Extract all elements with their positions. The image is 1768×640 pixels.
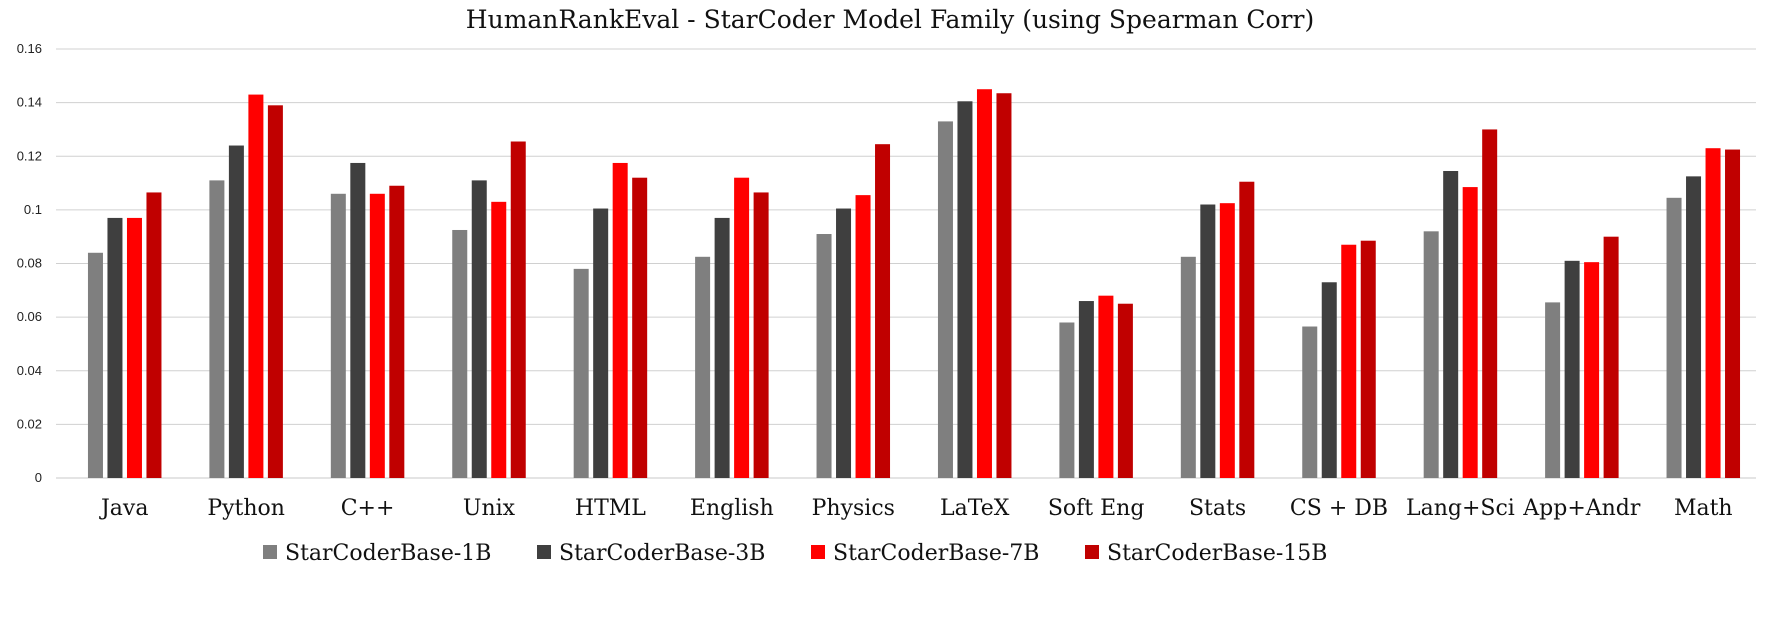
bar-starcoderbase-3b-python xyxy=(228,145,244,478)
y-tick-label: 0.16 xyxy=(17,41,42,56)
legend-swatch xyxy=(1085,545,1099,559)
bar-starcoderbase-7b-app-andr xyxy=(1584,262,1600,478)
y-tick-label: 0.08 xyxy=(17,256,42,271)
x-tick-label: Lang+Sci xyxy=(1406,496,1515,521)
x-tick-label: Java xyxy=(99,496,148,521)
bar-starcoderbase-15b-latex xyxy=(996,93,1012,478)
x-tick-label: Python xyxy=(207,496,285,521)
bar-starcoderbase-7b-soft-eng xyxy=(1098,295,1114,478)
x-tick-label: Stats xyxy=(1189,496,1246,521)
bar-starcoderbase-3b-c- xyxy=(350,162,366,478)
gridlines xyxy=(56,48,1756,479)
bar-starcoderbase-7b-latex xyxy=(976,89,992,478)
bar-starcoderbase-1b-unix xyxy=(452,229,468,478)
bar-starcoderbase-3b-physics xyxy=(836,208,852,479)
bar-starcoderbase-1b-app-andr xyxy=(1545,302,1561,478)
bar-starcoderbase-15b-physics xyxy=(875,144,891,478)
bar-starcoderbase-3b-soft-eng xyxy=(1078,301,1094,478)
x-tick-label: C++ xyxy=(341,496,395,521)
bar-starcoderbase-3b-app-andr xyxy=(1564,260,1580,478)
y-tick-label: 0 xyxy=(35,470,42,485)
bar-starcoderbase-15b-app-andr xyxy=(1603,236,1619,478)
bar-starcoderbase-15b-html xyxy=(632,177,648,478)
x-tick-label: Math xyxy=(1674,496,1733,521)
x-tick-label: CS + DB xyxy=(1290,496,1388,521)
bar-starcoderbase-15b-java xyxy=(146,192,162,478)
bar-starcoderbase-1b-html xyxy=(573,268,589,478)
bar-starcoderbase-3b-stats xyxy=(1200,204,1216,478)
bars xyxy=(87,89,1741,479)
bar-starcoderbase-3b-html xyxy=(593,208,609,479)
x-tick-label: App+Andr xyxy=(1522,496,1641,521)
legend-swatch xyxy=(263,545,277,559)
bar-starcoderbase-1b-soft-eng xyxy=(1059,322,1075,478)
bar-starcoderbase-3b-math xyxy=(1686,176,1702,478)
bar-starcoderbase-3b-latex xyxy=(957,101,973,479)
bar-starcoderbase-7b-cs-db xyxy=(1341,244,1357,478)
bar-starcoderbase-1b-cs-db xyxy=(1302,326,1318,478)
bar-starcoderbase-1b-english xyxy=(695,256,711,478)
bar-starcoderbase-15b-cs-db xyxy=(1360,240,1376,478)
bar-starcoderbase-1b-latex xyxy=(937,121,953,479)
x-tick-label: English xyxy=(690,496,774,521)
bar-starcoderbase-7b-english xyxy=(734,177,750,478)
bar-starcoderbase-1b-physics xyxy=(816,234,832,478)
bar-starcoderbase-7b-html xyxy=(612,162,628,478)
bar-starcoderbase-7b-python xyxy=(248,94,264,479)
y-tick-label: 0.02 xyxy=(17,416,42,431)
legend: StarCoderBase-1B StarCoderBase-3B StarCode… xyxy=(263,541,1327,566)
chart-title: HumanRankEval - StarCoder Model Family (… xyxy=(466,5,1314,34)
legend-label: StarCoderBase-3B xyxy=(559,541,765,566)
bar-starcoderbase-3b-java xyxy=(107,217,123,478)
legend-label: StarCoderBase-15B xyxy=(1107,541,1327,566)
bar-starcoderbase-7b-java xyxy=(126,217,142,478)
bar-starcoderbase-15b-soft-eng xyxy=(1117,303,1133,478)
y-tick-label: 0.12 xyxy=(17,148,42,163)
y-axis-ticks: 0 0.02 0.04 0.06 0.08 0.1 0.12 0.14 0.16 xyxy=(17,41,42,485)
bar-starcoderbase-1b-c- xyxy=(330,193,346,478)
bar-starcoderbase-3b-unix xyxy=(471,180,487,478)
y-tick-label: 0.1 xyxy=(24,202,42,217)
legend-label: StarCoderBase-7B xyxy=(833,541,1039,566)
x-tick-label: Physics xyxy=(812,496,895,521)
bar-starcoderbase-7b-stats xyxy=(1219,203,1235,478)
bar-starcoderbase-15b-lang-sci xyxy=(1482,129,1498,478)
x-tick-label: Soft Eng xyxy=(1048,496,1145,521)
x-tick-label: LaTeX xyxy=(940,496,1010,521)
bar-starcoderbase-3b-english xyxy=(714,217,730,478)
bar-starcoderbase-1b-math xyxy=(1666,197,1682,478)
x-tick-label: Unix xyxy=(463,496,516,521)
bar-starcoderbase-1b-lang-sci xyxy=(1423,231,1439,478)
bar-starcoderbase-15b-c- xyxy=(389,185,405,478)
bar-starcoderbase-1b-java xyxy=(87,252,103,478)
x-tick-label: HTML xyxy=(575,496,646,521)
bar-starcoderbase-15b-math xyxy=(1725,149,1741,478)
bar-starcoderbase-15b-unix xyxy=(510,141,526,479)
bar-starcoderbase-7b-unix xyxy=(491,201,507,479)
legend-swatch xyxy=(811,545,825,559)
legend-swatch xyxy=(537,545,551,559)
bar-starcoderbase-15b-stats xyxy=(1239,181,1255,479)
x-axis-ticks: Java Python C++ Unix HTML English Physics LaTeX… xyxy=(99,496,1733,521)
bar-starcoderbase-3b-cs-db xyxy=(1321,282,1337,478)
legend-label: StarCoderBase-1B xyxy=(285,541,491,566)
y-tick-label: 0.14 xyxy=(17,95,42,110)
bar-starcoderbase-7b-math xyxy=(1705,148,1721,479)
bar-starcoderbase-1b-python xyxy=(209,180,225,478)
bar-starcoderbase-15b-python xyxy=(267,105,283,479)
bar-starcoderbase-3b-lang-sci xyxy=(1443,170,1459,478)
y-tick-label: 0.04 xyxy=(17,363,42,378)
bar-starcoderbase-15b-english xyxy=(753,192,769,478)
bar-starcoderbase-7b-lang-sci xyxy=(1462,187,1478,478)
bar-starcoderbase-7b-c- xyxy=(369,193,385,478)
y-tick-label: 0.06 xyxy=(17,309,42,324)
bar-starcoderbase-7b-physics xyxy=(855,195,871,479)
bar-starcoderbase-1b-stats xyxy=(1180,256,1196,478)
